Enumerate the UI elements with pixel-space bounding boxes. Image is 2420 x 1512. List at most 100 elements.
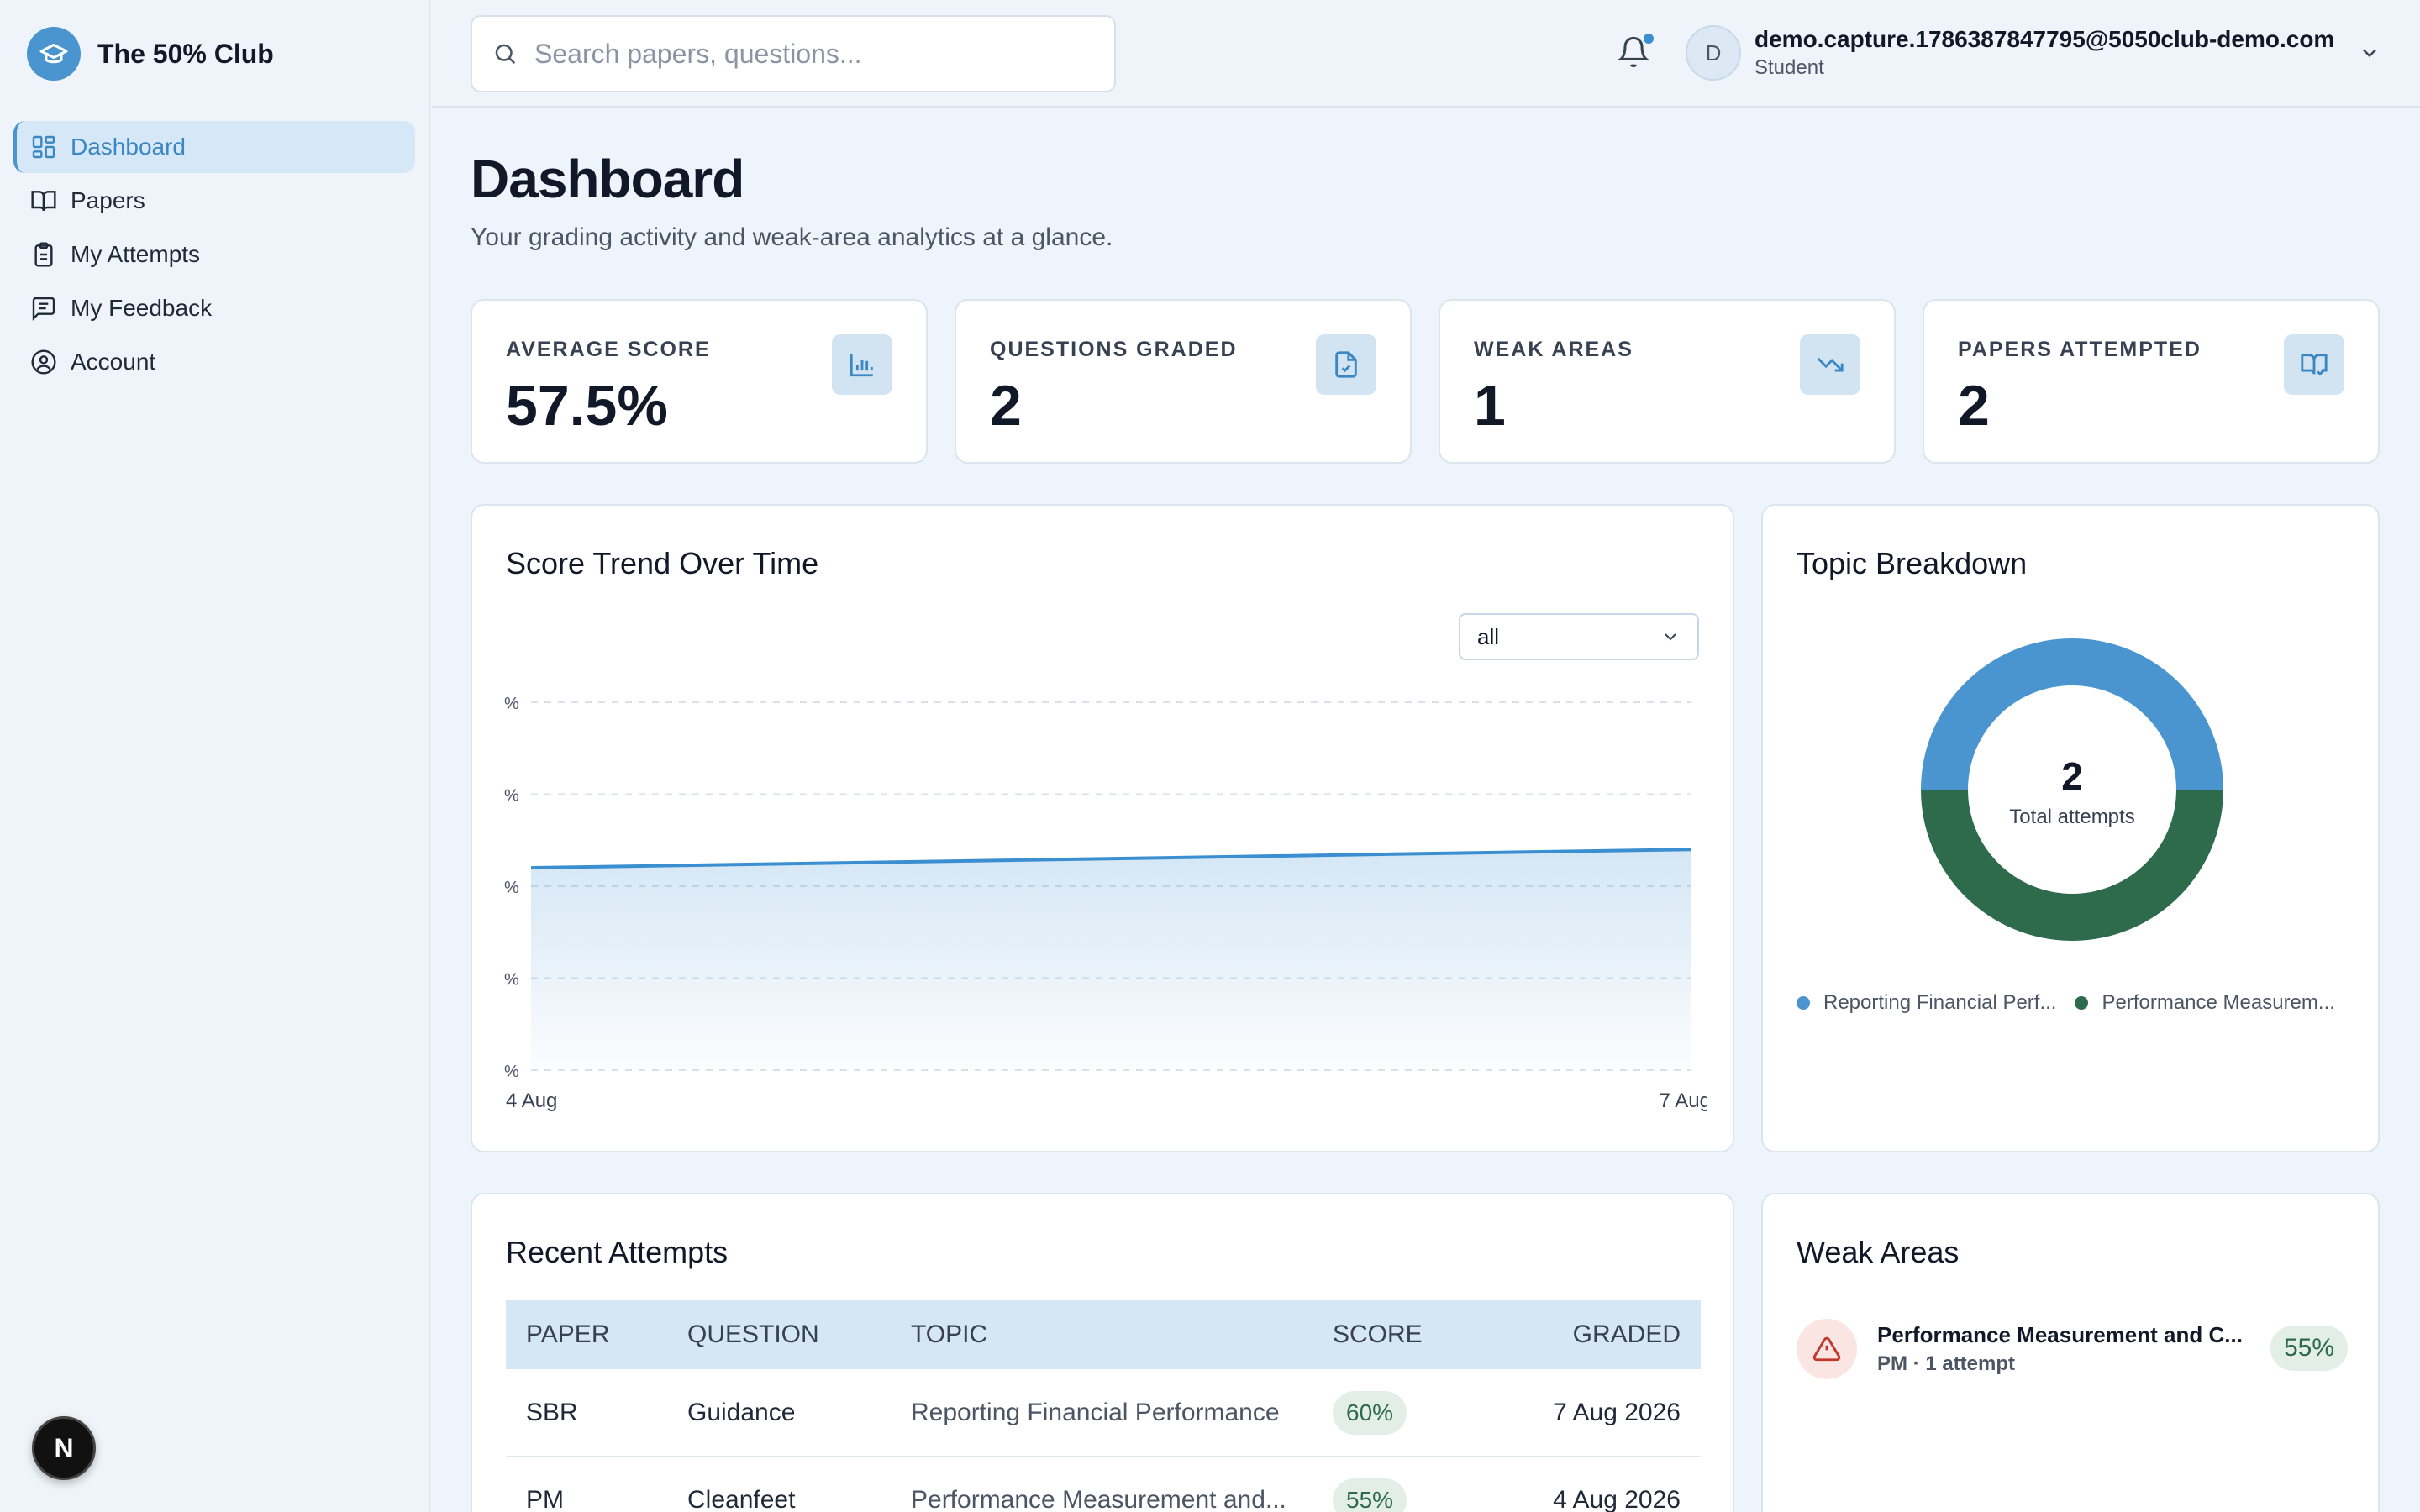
- column-header-question: QUESTION: [667, 1300, 891, 1369]
- y-tick-label: %: [504, 1063, 519, 1081]
- topbar: D demo.capture.1786387847795@5050club-de…: [432, 0, 2420, 108]
- cell-topic: Performance Measurement and...: [891, 1457, 1313, 1512]
- trend-filter-select[interactable]: all: [1459, 613, 1699, 660]
- sidebar-item-dashboard[interactable]: Dashboard: [13, 121, 415, 173]
- trending-down-icon: [1800, 334, 1860, 395]
- stat-value: 1: [1474, 374, 1506, 438]
- card-title: Topic Breakdown: [1797, 546, 2028, 580]
- search-icon: [495, 44, 516, 65]
- notifications-button[interactable]: [1617, 34, 1654, 74]
- chevron-down-icon: [1665, 633, 1676, 641]
- graduation-cap-icon: [27, 27, 81, 81]
- column-header-topic: TOPIC: [891, 1300, 1313, 1369]
- weak-area-score: 55%: [2270, 1326, 2348, 1371]
- column-header-graded: GRADED: [1506, 1300, 1701, 1369]
- score-trend-card: Score Trend Over Time all %%%%% 4 Aug 7 Au…: [471, 504, 1734, 1152]
- user-menu[interactable]: D demo.capture.1786387847795@5050club-de…: [1686, 25, 2381, 81]
- search-box[interactable]: [471, 15, 1116, 92]
- sidebar-item-label: Dashboard: [71, 134, 186, 160]
- y-tick-label: %: [504, 787, 519, 806]
- page-title: Dashboard: [471, 149, 744, 209]
- weak-area-item[interactable]: Performance Measurement and C... PM · 1 …: [1797, 1319, 2348, 1383]
- stat-value: 2: [990, 374, 1022, 438]
- stat-label: WEAK AREAS: [1474, 338, 1634, 361]
- book-icon: [31, 191, 56, 212]
- sidebar-item-label: My Feedback: [71, 295, 213, 321]
- cell-question: Cleanfeet: [667, 1457, 891, 1512]
- stat-value: 57.5%: [506, 374, 668, 438]
- legend-label: Performance Measurem...: [2102, 991, 2335, 1014]
- y-tick-label: %: [504, 971, 519, 990]
- user-circle-icon: [31, 349, 56, 375]
- dashboard-icon: [32, 135, 55, 159]
- x-tick-label: 7 Aug: [1660, 1089, 1707, 1112]
- stat-label: PAPERS ATTEMPTED: [1958, 338, 2202, 361]
- user-email: demo.capture.1786387847795@5050club-demo…: [1754, 26, 2335, 52]
- stat-card-weak-areas: WEAK AREAS 1: [1439, 299, 1896, 464]
- recent-attempts-card: Recent Attempts PAPER QUESTION TOPIC SCO…: [471, 1193, 1734, 1512]
- bell-icon: [1617, 36, 1650, 68]
- chevron-down-icon: [2363, 49, 2377, 58]
- trend-area: [531, 849, 1691, 1070]
- sidebar-item-my-feedback[interactable]: My Feedback: [13, 282, 415, 334]
- page-subtitle: Your grading activity and weak-area anal…: [471, 223, 1113, 251]
- donut-slice: [1921, 790, 2223, 941]
- y-tick-label: %: [504, 695, 519, 713]
- score-trend-chart: %%%%% 4 Aug 7 Aug: [504, 695, 1707, 1112]
- topic-donut-chart: 2 Total attempts: [1921, 638, 2223, 941]
- cell-paper: SBR: [506, 1369, 667, 1457]
- legend-label: Reporting Financial Perf...: [1823, 991, 2057, 1014]
- stat-card-average-score: AVERAGE SCORE 57.5%: [471, 299, 928, 464]
- trend-line: [530, 848, 1691, 870]
- file-check-icon: [1316, 334, 1376, 395]
- card-title: Recent Attempts: [506, 1235, 729, 1269]
- card-title: Weak Areas: [1797, 1235, 1960, 1269]
- column-header-score: SCORE: [1313, 1300, 1506, 1369]
- table-row[interactable]: PM Cleanfeet Performance Measurement and…: [506, 1457, 1701, 1512]
- cell-graded: 7 Aug 2026: [1506, 1369, 1701, 1457]
- topic-legend: Reporting Financial Perf... Performance …: [1797, 991, 2354, 1015]
- score-badge: 60%: [1333, 1390, 1407, 1435]
- sidebar-nav: Dashboard Papers My Attempts My Feedback…: [13, 121, 415, 390]
- cell-graded: 4 Aug 2026: [1506, 1457, 1701, 1512]
- legend-swatch: [1797, 996, 1810, 1010]
- score-badge: 55%: [1333, 1478, 1407, 1512]
- search-input[interactable]: [534, 38, 1106, 70]
- sidebar-item-papers[interactable]: Papers: [13, 175, 415, 227]
- table-header-row: PAPER QUESTION TOPIC SCORE GRADED: [506, 1300, 1701, 1369]
- donut-center-value: 2: [2061, 754, 2083, 798]
- message-icon: [32, 297, 55, 321]
- cell-score: 55%: [1313, 1457, 1506, 1512]
- legend-swatch: [2075, 996, 2089, 1010]
- recent-attempts-table: PAPER QUESTION TOPIC SCORE GRADED SBR Gu…: [506, 1300, 1701, 1512]
- x-tick-label: 4 Aug: [506, 1089, 557, 1112]
- sidebar-item-label: Papers: [71, 187, 145, 213]
- cell-question: Guidance: [667, 1369, 891, 1457]
- topic-breakdown-card: Topic Breakdown 2 Total attempts Reporti…: [1761, 504, 2380, 1152]
- stat-label: AVERAGE SCORE: [506, 338, 711, 361]
- weak-area-meta: PM · 1 attempt: [1877, 1352, 2016, 1375]
- book-check-icon: [2284, 334, 2344, 395]
- sidebar-item-account[interactable]: Account: [13, 336, 415, 388]
- cell-topic: Reporting Financial Performance: [891, 1369, 1313, 1457]
- cell-score: 60%: [1313, 1369, 1506, 1457]
- legend-item: Reporting Financial Perf...: [1797, 991, 2056, 1015]
- sidebar-item-label: My Attempts: [71, 241, 201, 267]
- sidebar-item-my-attempts[interactable]: My Attempts: [13, 228, 415, 281]
- stat-label: QUESTIONS GRADED: [990, 338, 1238, 361]
- column-header-paper: PAPER: [506, 1300, 667, 1369]
- weak-areas-card: Weak Areas Performance Measurement and C…: [1761, 1193, 2380, 1512]
- cell-paper: PM: [506, 1457, 667, 1512]
- user-role: Student: [1754, 56, 1824, 79]
- stat-value: 2: [1958, 374, 1990, 438]
- donut-slice: [1921, 638, 2223, 790]
- brand[interactable]: The 50% Club: [27, 27, 274, 81]
- alert-triangle-icon: [1797, 1319, 1857, 1379]
- select-value: all: [1477, 623, 1500, 649]
- next-dev-badge[interactable]: N: [32, 1416, 96, 1480]
- bar-chart-icon: [832, 334, 892, 395]
- stat-card-questions-graded: QUESTIONS GRADED 2: [955, 299, 1412, 464]
- stat-card-papers-attempted: PAPERS ATTEMPTED 2: [1923, 299, 2380, 464]
- donut-center-label: Total attempts: [2009, 806, 2134, 828]
- table-row[interactable]: SBR Guidance Reporting Financial Perform…: [506, 1369, 1701, 1457]
